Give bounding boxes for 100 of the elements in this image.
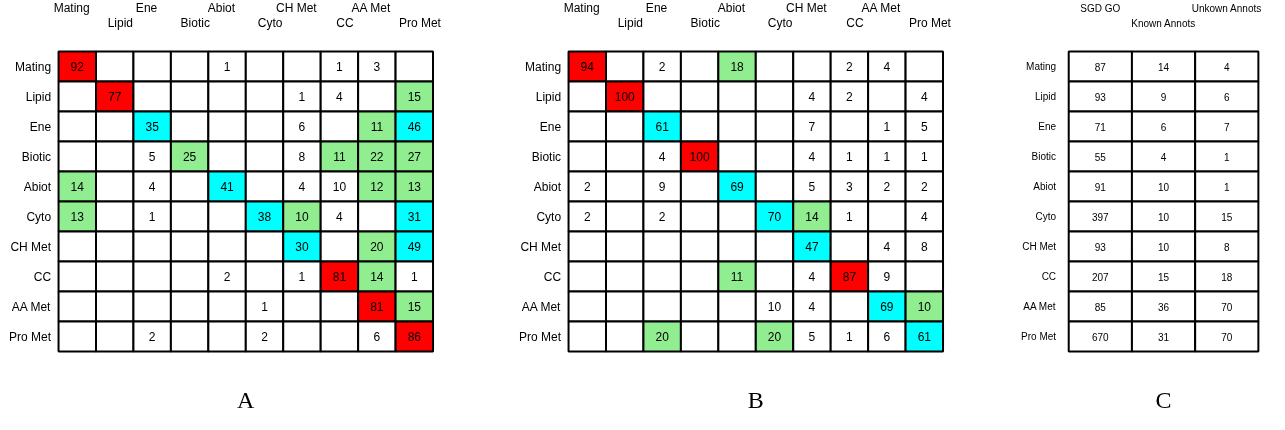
data-label: 92 bbox=[70, 60, 85, 74]
data-label: 93 bbox=[1094, 241, 1107, 253]
data-label: 1 bbox=[846, 150, 854, 164]
x-axis-title: A bbox=[237, 386, 256, 413]
data-label: 93 bbox=[1094, 91, 1107, 103]
data-label: 7 bbox=[808, 120, 816, 134]
data-label: 35 bbox=[145, 120, 160, 134]
data-label: 1 bbox=[410, 270, 418, 284]
y-tick-label: Lipid bbox=[1034, 91, 1057, 102]
x-tick-label: Mating bbox=[563, 1, 600, 15]
data-label: 2 bbox=[223, 270, 231, 284]
x-tick-label: SGD GO bbox=[1080, 2, 1121, 14]
data-label: 41 bbox=[220, 180, 235, 194]
data-label: 6 bbox=[298, 120, 306, 134]
data-label: 4 bbox=[808, 300, 816, 314]
data-label: 1 bbox=[1223, 151, 1230, 163]
data-label: 27 bbox=[407, 150, 422, 164]
data-label: 49 bbox=[407, 240, 422, 254]
data-label: 1 bbox=[223, 60, 231, 74]
y-tick-label: AA Met bbox=[1023, 301, 1056, 312]
data-label: 2 bbox=[846, 90, 854, 104]
data-label: 2 bbox=[883, 180, 891, 194]
data-label: 10 bbox=[1157, 211, 1170, 223]
data-label: 31 bbox=[1157, 331, 1170, 343]
x-tick-label: Biotic bbox=[690, 16, 720, 30]
data-label: 91 bbox=[1094, 181, 1107, 193]
x-tick-label: Abiot bbox=[717, 1, 746, 15]
data-label: 2 bbox=[846, 60, 854, 74]
data-label: 11 bbox=[370, 120, 384, 134]
data-label: 397 bbox=[1091, 211, 1110, 223]
data-label: 10 bbox=[332, 180, 347, 194]
data-label: 6 bbox=[373, 330, 381, 344]
y-tick-label: Biotic bbox=[1031, 151, 1057, 162]
x-tick-label: CC bbox=[846, 16, 865, 30]
y-tick-label: Mating bbox=[525, 59, 562, 74]
y-tick-label: Mating bbox=[1026, 61, 1057, 72]
data-label: 4 bbox=[808, 90, 816, 104]
data-label: 2 bbox=[658, 60, 666, 74]
data-label: 11 bbox=[333, 150, 346, 164]
x-tick-label: Lipid bbox=[107, 16, 134, 30]
data-label: 14 bbox=[1157, 61, 1170, 73]
data-label: 18 bbox=[1221, 271, 1233, 283]
y-tick-label: Cyto bbox=[1035, 211, 1057, 222]
y-tick-label: AA Met bbox=[521, 299, 562, 314]
data-label: 13 bbox=[70, 210, 85, 224]
x-tick-label: Mating bbox=[53, 1, 90, 15]
data-label: 81 bbox=[332, 270, 347, 284]
y-tick-label: CH Met bbox=[10, 239, 52, 254]
data-label: 70 bbox=[1221, 301, 1233, 313]
y-tick-label: Pro Met bbox=[1021, 331, 1057, 342]
data-label: 5 bbox=[148, 150, 156, 164]
y-tick-label: CC bbox=[543, 269, 562, 284]
data-label: 5 bbox=[808, 180, 816, 194]
data-label: 61 bbox=[917, 330, 932, 344]
data-label: 8 bbox=[920, 240, 928, 254]
data-label: 31 bbox=[407, 210, 422, 224]
data-label: 8 bbox=[298, 150, 306, 164]
y-tick-label: Abiot bbox=[23, 179, 52, 194]
data-label: 9 bbox=[883, 270, 891, 284]
y-tick-label: CC bbox=[1041, 271, 1057, 282]
y-tick-label: Abiot bbox=[1033, 181, 1057, 192]
y-tick-label: Pro Met bbox=[519, 329, 562, 344]
data-label: 6 bbox=[883, 330, 891, 344]
data-label: 100 bbox=[614, 90, 636, 104]
data-label: 69 bbox=[880, 300, 894, 314]
x-axis-title: C bbox=[1155, 386, 1172, 413]
data-label: 38 bbox=[257, 210, 272, 224]
x-tick-label: CC bbox=[336, 16, 355, 30]
data-label: 6 bbox=[1160, 121, 1167, 133]
data-label: 4 bbox=[883, 60, 891, 74]
data-label: 10 bbox=[767, 300, 782, 314]
y-tick-label: CC bbox=[33, 269, 52, 284]
data-label: 11 bbox=[730, 270, 744, 284]
data-label: 2 bbox=[583, 210, 591, 224]
y-tick-label: Mating bbox=[15, 59, 52, 74]
data-label: 61 bbox=[655, 120, 670, 134]
data-label: 70 bbox=[1221, 331, 1233, 343]
y-tick-label: Cyto bbox=[26, 209, 52, 224]
x-tick-label: Unkown Annots bbox=[1191, 2, 1262, 14]
data-label: 1 bbox=[846, 330, 854, 344]
x-tick-label: Cyto bbox=[257, 16, 283, 30]
data-label: 87 bbox=[842, 270, 857, 284]
data-label: 1 bbox=[298, 270, 306, 284]
x-tick-label: AA Met bbox=[861, 1, 901, 15]
data-label: 81 bbox=[370, 300, 384, 314]
y-tick-label: Ene bbox=[29, 119, 52, 134]
x-tick-label: Biotic bbox=[180, 16, 210, 30]
x-tick-label: Cyto bbox=[767, 16, 793, 30]
data-label: 94 bbox=[580, 60, 595, 74]
data-label: 1 bbox=[1223, 181, 1230, 193]
data-label: 8 bbox=[1223, 241, 1230, 253]
data-label: 10 bbox=[295, 210, 309, 224]
x-tick-label: Ene bbox=[645, 1, 668, 15]
data-label: 18 bbox=[730, 60, 745, 74]
x-tick-label: AA Met bbox=[351, 1, 391, 15]
data-label: 20 bbox=[767, 330, 782, 344]
data-label: 1 bbox=[298, 90, 306, 104]
data-label: 4 bbox=[298, 180, 306, 194]
y-tick-label: Cyto bbox=[536, 209, 562, 224]
data-label: 10 bbox=[1157, 181, 1170, 193]
